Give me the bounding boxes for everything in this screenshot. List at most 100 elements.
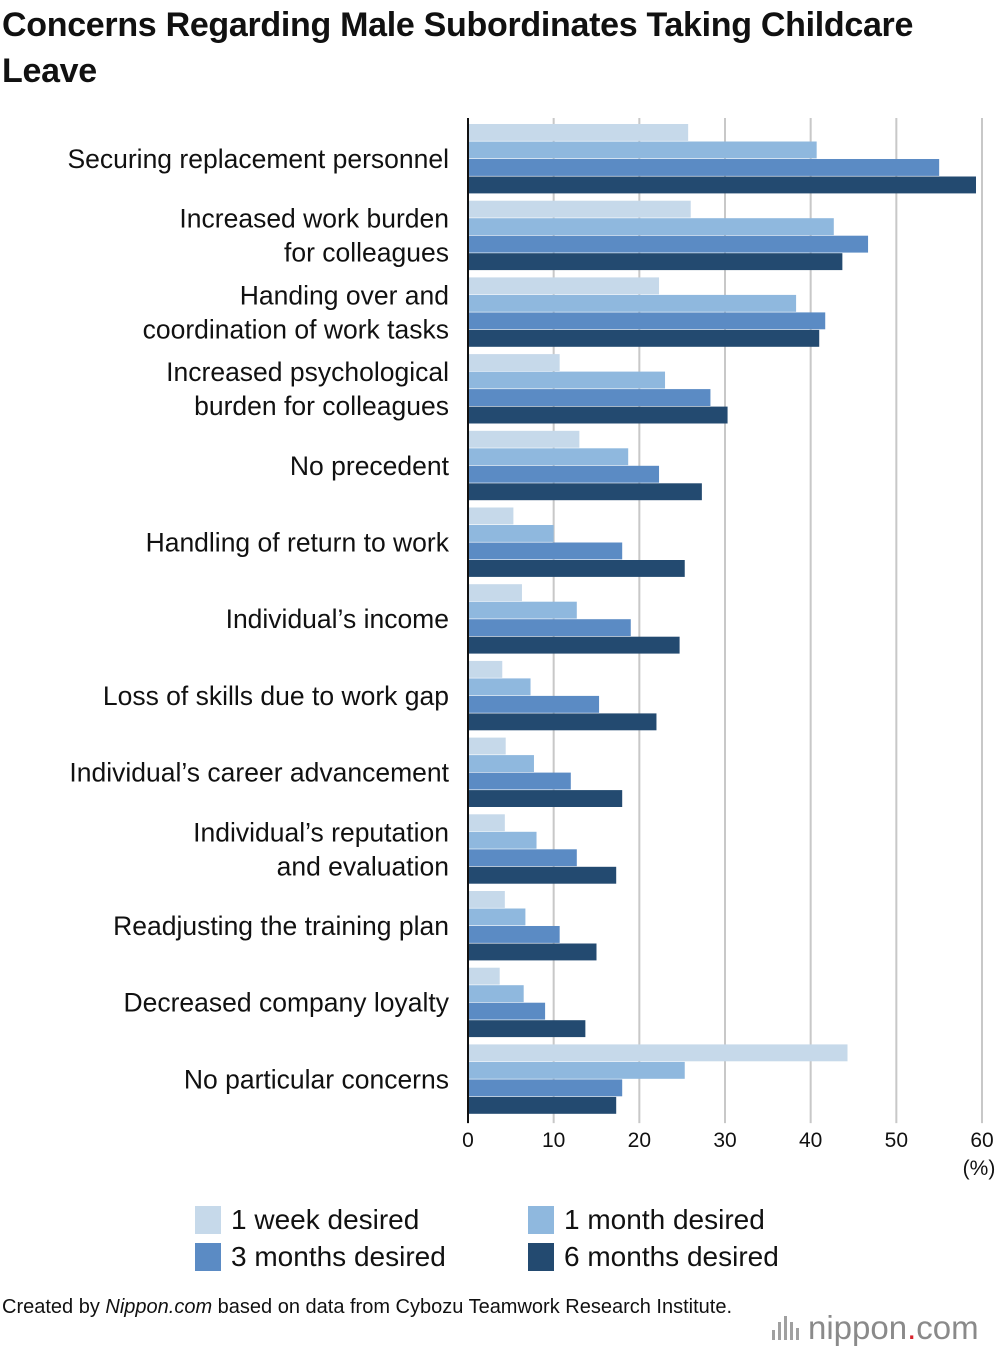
x-tick-label: 0 — [462, 1129, 474, 1152]
category-label-line: for colleagues — [284, 238, 449, 268]
legend-item: 1 week desired — [195, 1203, 419, 1237]
category-label-line: No precedent — [290, 451, 450, 481]
source-suffix: based on data from Cybozu Teamwork Resea… — [212, 1296, 733, 1318]
x-tick-label: 10 — [542, 1129, 565, 1152]
category-labels: Securing replacement personnel Increased … — [67, 144, 449, 1094]
x-tick-label: 60 — [970, 1129, 993, 1152]
bar — [468, 159, 940, 176]
bar — [468, 908, 526, 926]
bar — [468, 483, 702, 501]
bar — [468, 985, 524, 1003]
bar — [468, 713, 657, 731]
bar — [468, 601, 577, 619]
bar — [468, 507, 514, 525]
bar — [468, 943, 597, 961]
logo-tld: com — [916, 1309, 979, 1346]
bar — [468, 141, 817, 159]
bar — [468, 465, 660, 483]
sound-bars-icon — [772, 1316, 799, 1340]
legend-swatch — [195, 1206, 221, 1234]
bar — [468, 1044, 848, 1062]
bar — [468, 406, 728, 424]
category-label: Securing replacement personnel — [67, 144, 449, 174]
bar — [468, 831, 537, 849]
category-label: Individual’s reputation and evaluation — [193, 817, 449, 881]
bar — [468, 584, 522, 602]
category-label-line: Handing over and — [240, 280, 449, 310]
category-label: No precedent — [290, 451, 450, 481]
bar — [468, 814, 505, 832]
bar — [468, 235, 869, 253]
x-axis-unit: (%) — [963, 1157, 996, 1180]
category-label: No particular concerns — [184, 1064, 449, 1094]
legend-item: 1 month desired — [528, 1203, 765, 1237]
chart-title: Concerns Regarding Male Subordinates Tak… — [2, 6, 914, 90]
category-label-line: Securing replacement personnel — [67, 144, 449, 174]
category-label-line: coordination of work tasks — [143, 314, 449, 344]
bar — [468, 277, 660, 295]
source-site: Nippon.com — [105, 1296, 213, 1318]
bar — [468, 200, 691, 218]
nippon-logo: nippon. com — [772, 1308, 979, 1348]
legend-label: 1 week desired — [231, 1204, 420, 1235]
category-label-line: Decreased company loyalty — [123, 988, 449, 1018]
bar-chart: Securing replacement personnel Increased … — [67, 118, 995, 1180]
category-label: Individual’s income — [226, 604, 449, 634]
legend-label: 3 months desired — [231, 1241, 446, 1272]
bar — [468, 1002, 546, 1020]
bar — [468, 430, 580, 448]
bar — [468, 1096, 617, 1114]
category-label: Increased psychological burden for collea… — [166, 357, 449, 421]
bar — [468, 253, 843, 271]
category-label: Handing over and coordination of work tas… — [143, 280, 449, 344]
bar — [468, 329, 820, 347]
bar — [468, 849, 577, 867]
source-prefix: Created by — [2, 1296, 106, 1318]
category-label-line: Loss of skills due to work gap — [103, 681, 449, 711]
bar — [468, 866, 617, 884]
source-note: Created by Nippon.com based on data from… — [2, 1294, 742, 1321]
logo-dot: . — [907, 1309, 917, 1346]
bar — [468, 891, 505, 908]
bar — [468, 1061, 685, 1079]
bar — [468, 755, 534, 772]
bar — [468, 619, 631, 637]
bar — [468, 294, 797, 312]
bar — [468, 354, 560, 371]
bar — [468, 967, 500, 985]
x-tick-label: 50 — [885, 1129, 908, 1152]
x-tick-label: 40 — [799, 1129, 822, 1152]
bar — [468, 542, 623, 560]
category-label-line: Individual’s income — [226, 604, 449, 634]
bar — [468, 737, 506, 755]
category-label: Loss of skills due to work gap — [103, 681, 449, 711]
bar — [468, 312, 826, 330]
bar — [468, 1079, 623, 1097]
logo-name: nippon — [808, 1309, 908, 1346]
bar — [468, 124, 689, 141]
bar — [468, 1020, 586, 1038]
x-axis: 0 10 20 30 40 50 60 (%) — [462, 118, 995, 1180]
bar — [468, 790, 623, 807]
category-label: Handling of return to work — [146, 528, 450, 558]
bar — [468, 660, 503, 678]
category-label: Increased work burden for colleagues — [179, 204, 449, 268]
bar — [468, 772, 571, 790]
category-label-line: Individual’s reputation — [193, 817, 449, 847]
bar — [468, 525, 554, 542]
category-label-line: Increased work burden — [179, 204, 449, 234]
x-tick-label: 20 — [628, 1129, 651, 1152]
category-label: Individual’s career advancement — [69, 758, 449, 788]
category-label-line: Individual’s career advancement — [69, 758, 449, 788]
category-label: Readjusting the training plan — [113, 911, 449, 941]
category-label-line: Increased psychological — [166, 357, 449, 387]
legend-swatch — [528, 1206, 554, 1234]
bar — [468, 636, 680, 654]
legend-swatch — [195, 1243, 221, 1271]
category-label-line: and evaluation — [277, 851, 449, 881]
x-tick-label: 30 — [713, 1129, 736, 1152]
legend-swatch — [528, 1243, 554, 1271]
bar — [468, 389, 711, 406]
bar — [468, 678, 531, 696]
category-label-line: Readjusting the training plan — [113, 911, 449, 941]
